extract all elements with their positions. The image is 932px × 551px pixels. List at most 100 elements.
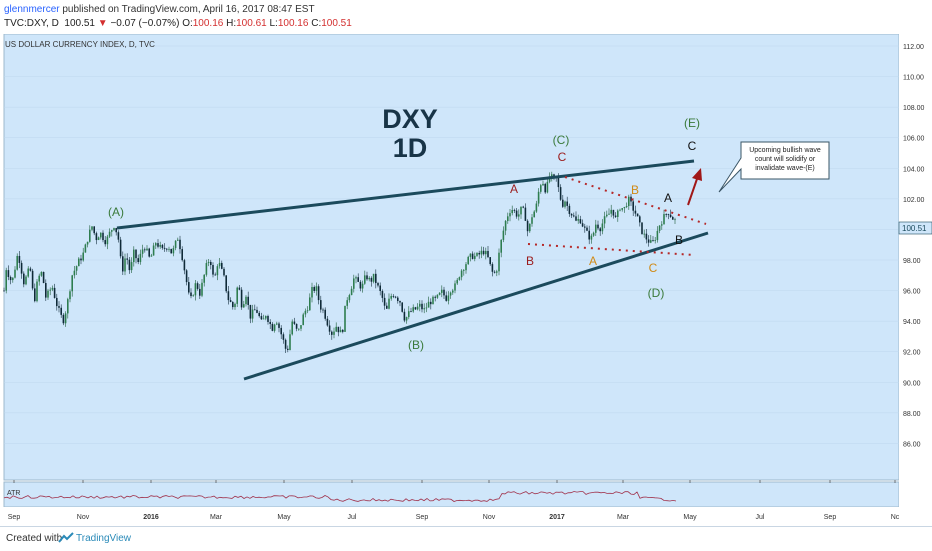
x-tick-label: Sep — [824, 514, 837, 521]
candle-body — [218, 262, 221, 267]
candle-body — [126, 258, 128, 260]
footer: Created with TradingView — [0, 526, 932, 551]
candle-body — [326, 318, 329, 326]
wave-label-C-orange: C — [649, 261, 658, 275]
candle-body — [7, 270, 10, 277]
candle-body — [201, 282, 203, 296]
candle-body — [467, 256, 469, 265]
candle-body — [124, 258, 126, 272]
candle-body — [60, 307, 62, 315]
candle-body — [509, 213, 511, 217]
candle-body — [12, 277, 14, 281]
candle-body — [56, 297, 58, 307]
candle-body — [397, 297, 399, 302]
candle-body — [658, 225, 661, 231]
candle-body — [335, 326, 337, 332]
candle-body — [111, 230, 113, 232]
tradingview-link[interactable]: TradingView — [76, 533, 132, 544]
candle-body — [267, 315, 269, 322]
candle-body — [443, 289, 445, 296]
candle-body — [394, 296, 397, 298]
callout-line-1: Upcoming bullish wave — [749, 147, 821, 154]
candle-body — [643, 233, 645, 235]
candle-body — [377, 283, 379, 286]
candle-body — [170, 248, 172, 254]
candle-body — [476, 252, 478, 256]
candle-body — [557, 177, 560, 188]
candle-body — [410, 311, 412, 313]
candle-body — [460, 270, 463, 278]
candle-body — [480, 250, 483, 255]
candle-body — [196, 283, 199, 289]
candle-body — [75, 266, 78, 271]
y-tick-label: 88.00 — [903, 411, 921, 418]
candle-body — [119, 239, 122, 257]
candle-body — [612, 209, 615, 216]
symbol-label: TVC:DXY, D — [4, 18, 59, 29]
candle-body — [166, 248, 168, 250]
candle-body — [203, 274, 205, 283]
candle-body — [421, 303, 423, 310]
candle-body — [247, 296, 249, 305]
author-link[interactable]: glennmercer — [4, 4, 60, 15]
candle-body — [133, 249, 135, 263]
candle-body — [287, 348, 289, 350]
candle-body — [328, 325, 331, 332]
x-tick-label: Jul — [348, 514, 357, 521]
candle-body — [401, 302, 403, 312]
candle-body — [9, 276, 12, 281]
candle-body — [372, 273, 375, 282]
candle-body — [412, 307, 414, 312]
candle-body — [487, 250, 489, 258]
candle-body — [515, 210, 518, 217]
candle-body — [225, 275, 227, 292]
candle-body — [478, 252, 480, 255]
price-axis[interactable] — [899, 34, 932, 507]
candle-body — [223, 268, 225, 276]
candle-body — [27, 268, 29, 277]
candle-body — [432, 296, 434, 305]
open-label: O: — [182, 18, 193, 29]
candle-body — [148, 248, 150, 257]
candle-body — [390, 296, 392, 299]
candle-body — [42, 271, 45, 284]
time-axis[interactable] — [0, 507, 932, 526]
lower-trendline[interactable] — [243, 231, 709, 381]
candle-body — [551, 174, 553, 177]
candle-body — [293, 321, 296, 324]
main-pane[interactable] — [3, 34, 900, 481]
y-tick-label: 110.00 — [903, 75, 924, 82]
candle-body — [608, 213, 610, 215]
candle-body — [265, 315, 267, 319]
candle-body — [190, 292, 192, 297]
candle-body — [474, 255, 476, 259]
candle-body — [621, 208, 623, 210]
candle-body — [674, 219, 676, 221]
candle-body — [185, 270, 188, 283]
candle-body — [302, 314, 304, 326]
candle-body — [300, 325, 302, 329]
candle-body — [449, 292, 452, 296]
candle-body — [284, 339, 287, 349]
price-chart[interactable]: 112.00 110.00 108.00 106.00 104.00 102.00 100.… — [0, 34, 932, 526]
candle-body — [630, 196, 632, 202]
candle-body — [566, 201, 568, 206]
candle-body — [40, 271, 43, 276]
candle-body — [469, 253, 472, 257]
candle-body — [623, 206, 626, 209]
candle-body — [546, 181, 549, 193]
candle-body — [403, 311, 406, 321]
candle-body — [562, 199, 564, 207]
candle-body — [496, 271, 498, 273]
candle-body — [67, 299, 69, 314]
upper-trendline[interactable] — [116, 159, 695, 230]
atr-pane[interactable] — [3, 481, 900, 508]
candle-body — [416, 306, 419, 310]
x-tick-label: May — [683, 514, 697, 521]
candle-body — [199, 288, 201, 296]
candle-body — [80, 258, 82, 261]
candle-body — [102, 232, 104, 241]
current-price-label: 100.51 — [902, 224, 927, 233]
candle-body — [256, 309, 258, 313]
candle-body — [617, 210, 619, 217]
